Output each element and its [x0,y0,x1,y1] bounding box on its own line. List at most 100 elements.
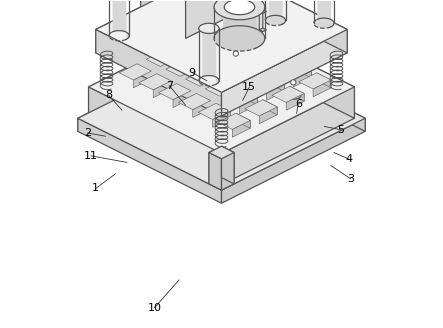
Polygon shape [213,111,230,127]
Polygon shape [240,97,257,114]
Polygon shape [223,80,237,95]
Polygon shape [166,60,198,76]
Polygon shape [222,20,354,118]
Polygon shape [214,0,265,20]
Polygon shape [222,0,347,53]
Polygon shape [199,23,219,33]
Polygon shape [272,86,290,103]
Text: 3: 3 [347,174,354,184]
Polygon shape [232,67,264,83]
Polygon shape [199,75,219,86]
Polygon shape [206,89,220,104]
Polygon shape [78,118,222,203]
Polygon shape [179,102,193,117]
Polygon shape [259,28,266,31]
Polygon shape [200,23,218,40]
Polygon shape [314,18,334,28]
Polygon shape [259,11,263,31]
Polygon shape [193,47,225,63]
Polygon shape [225,90,257,106]
Polygon shape [245,4,249,25]
Text: 2: 2 [84,128,91,138]
Polygon shape [218,113,236,130]
Polygon shape [193,56,207,71]
Polygon shape [297,63,311,78]
Polygon shape [269,0,286,24]
Polygon shape [187,44,206,61]
Polygon shape [207,54,225,71]
Circle shape [291,80,296,85]
Polygon shape [109,31,129,41]
Polygon shape [119,64,137,81]
Polygon shape [236,113,250,128]
Polygon shape [141,0,203,16]
Polygon shape [259,53,291,69]
Polygon shape [213,66,227,81]
Polygon shape [227,64,245,81]
Polygon shape [245,3,252,6]
Polygon shape [164,50,179,65]
Polygon shape [173,37,206,53]
Polygon shape [166,60,184,77]
Polygon shape [160,57,179,74]
Polygon shape [146,59,160,74]
Polygon shape [198,103,216,120]
Polygon shape [250,67,264,82]
Polygon shape [317,73,331,88]
Polygon shape [222,30,347,116]
Polygon shape [214,26,265,51]
Polygon shape [198,103,230,119]
Polygon shape [279,63,311,79]
Polygon shape [299,73,317,90]
Text: 9: 9 [189,68,196,77]
Polygon shape [293,70,311,87]
Polygon shape [313,80,331,97]
Polygon shape [209,146,222,184]
Polygon shape [166,69,180,84]
Polygon shape [234,40,252,57]
Polygon shape [157,74,171,89]
Polygon shape [220,42,234,57]
Polygon shape [133,71,152,88]
Polygon shape [159,84,191,100]
Polygon shape [211,47,225,62]
Polygon shape [173,46,187,61]
Polygon shape [232,120,250,137]
Polygon shape [232,67,250,83]
Polygon shape [286,107,301,115]
Polygon shape [240,43,257,60]
Polygon shape [230,57,245,72]
Polygon shape [159,92,173,108]
Text: 8: 8 [105,91,113,100]
Polygon shape [78,47,365,190]
Polygon shape [254,50,272,67]
Polygon shape [257,43,272,58]
Polygon shape [139,74,171,90]
Polygon shape [286,92,301,99]
Polygon shape [218,23,232,38]
Polygon shape [259,10,266,13]
Polygon shape [224,0,255,15]
Polygon shape [270,76,284,92]
Polygon shape [232,75,247,91]
Polygon shape [153,81,171,98]
Polygon shape [252,76,270,93]
Polygon shape [173,37,191,54]
Polygon shape [119,73,133,88]
Polygon shape [141,0,186,38]
Polygon shape [200,23,232,40]
Polygon shape [96,0,347,92]
Polygon shape [259,62,274,77]
Polygon shape [198,112,213,127]
Polygon shape [146,50,164,67]
Text: 11: 11 [84,151,98,161]
Polygon shape [220,33,252,50]
Polygon shape [203,70,218,85]
Polygon shape [89,87,222,185]
Polygon shape [245,109,259,124]
Polygon shape [113,0,129,39]
Polygon shape [179,93,196,110]
Polygon shape [252,76,284,92]
Polygon shape [245,100,263,116]
Polygon shape [277,53,291,68]
